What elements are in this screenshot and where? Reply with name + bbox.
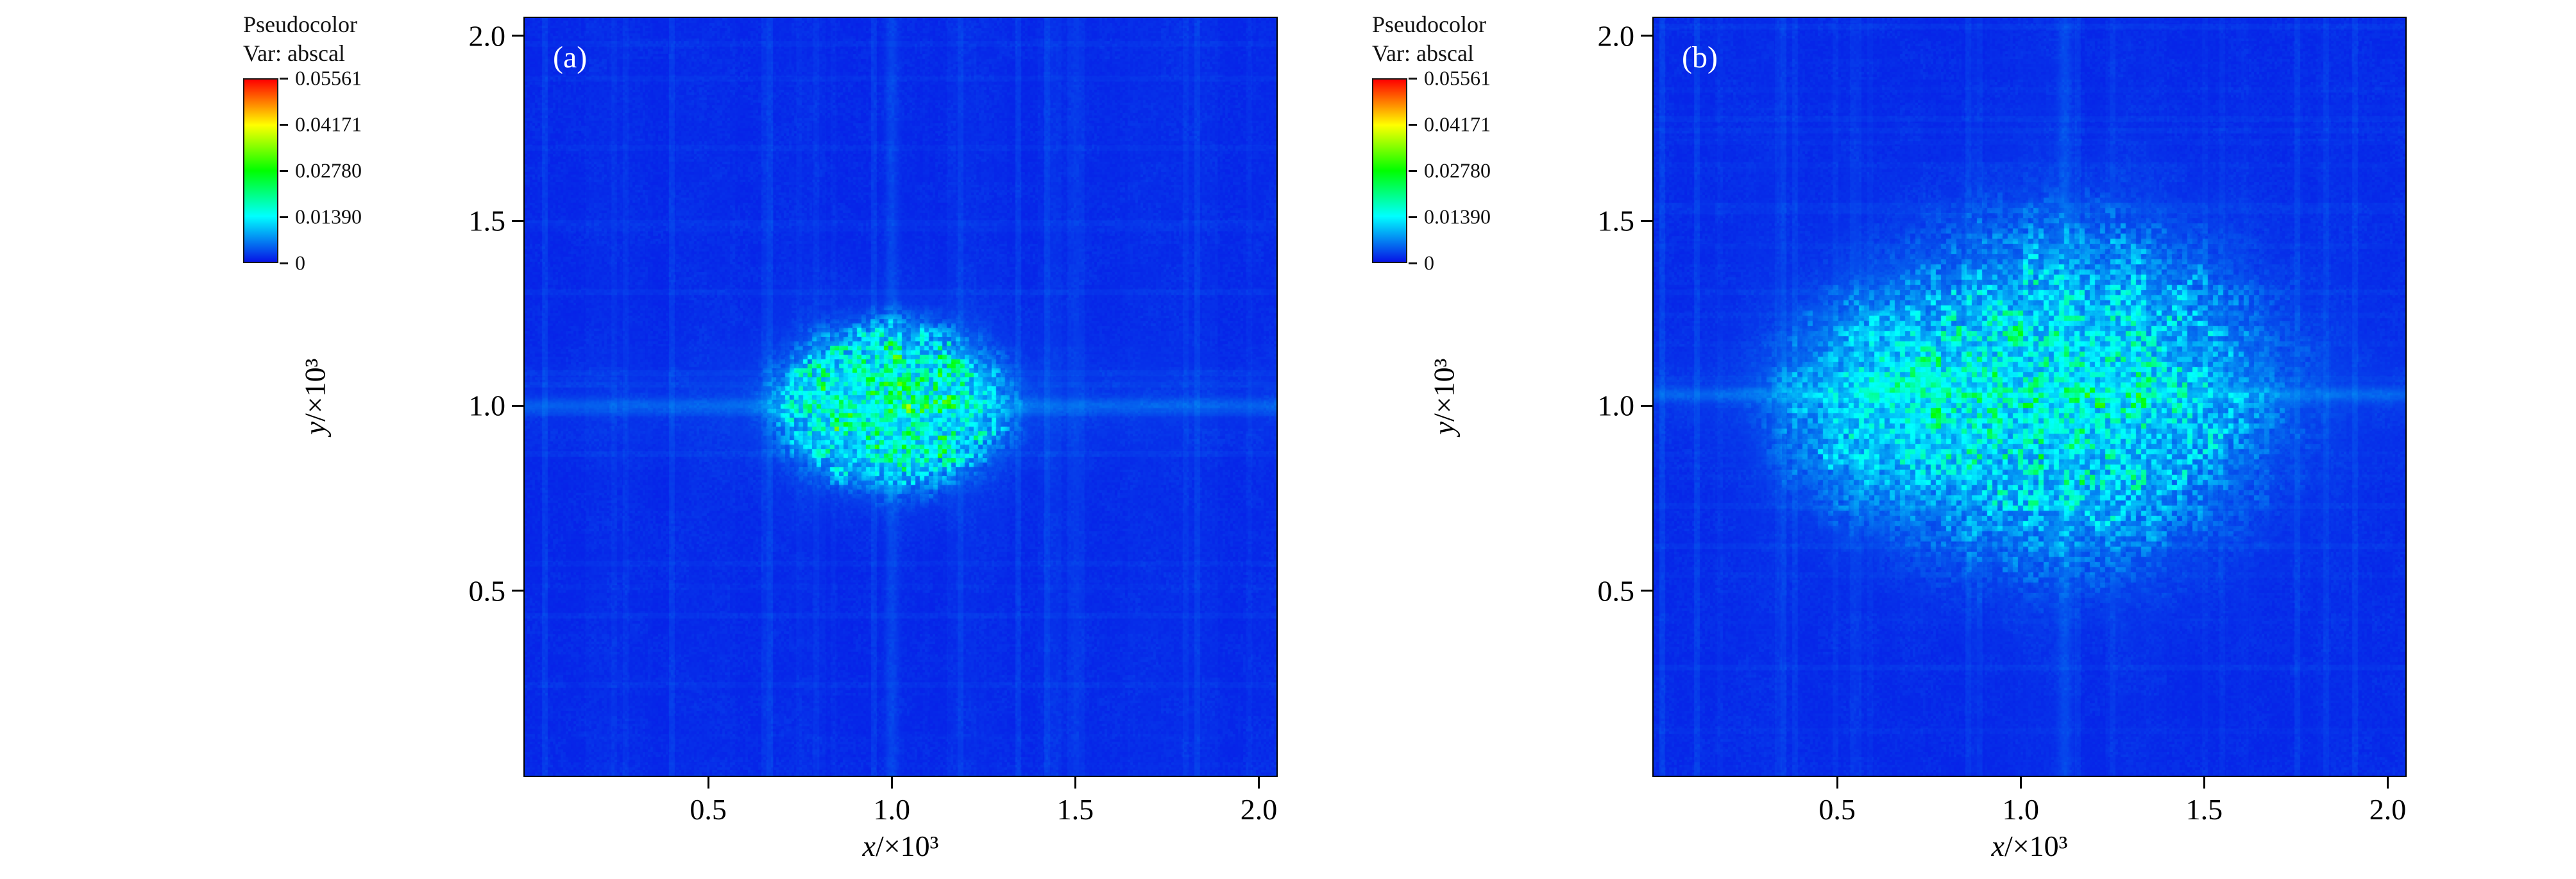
heatmap-canvas bbox=[525, 18, 1276, 776]
colorbar-tick-label: 0.01390 bbox=[1424, 205, 1491, 228]
plot-area: (a) 0.5 1.0 1.5 2.0 0.5 1.0 1.5 2.0 bbox=[469, 17, 1278, 826]
colorbar-tick-label: 0 bbox=[295, 251, 305, 275]
colorbar-tick-mark bbox=[1409, 170, 1417, 172]
x-tick-mark bbox=[2203, 777, 2205, 789]
x-tick-label: 0.5 bbox=[690, 793, 727, 826]
colorbar-tick-label: 0.05561 bbox=[1424, 66, 1491, 90]
y-tick-mark bbox=[1641, 35, 1652, 37]
x-tick-label: 1.5 bbox=[1056, 793, 1094, 826]
x-tick-label: 2.0 bbox=[1240, 793, 1278, 826]
heatmap-canvas bbox=[1654, 18, 2405, 776]
colorbar-legend: Pseudocolor Var: abscal 0.05561 0.04171 0.… bbox=[243, 10, 362, 275]
y-axis-label-units: /×10³ bbox=[1427, 358, 1461, 422]
colorbar-tick-label: 0.02780 bbox=[295, 158, 362, 182]
x-axis-label-variable: x bbox=[862, 830, 876, 862]
y-tick-mark bbox=[1641, 590, 1652, 592]
y-tick-label: 0.5 bbox=[1597, 574, 1635, 608]
x-tick-label: 1.5 bbox=[2185, 793, 2223, 826]
colorbar: 0.05561 0.04171 0.02780 0.01390 0 bbox=[243, 67, 362, 275]
colorbar-tick-mark bbox=[280, 124, 288, 126]
colorbar-tick-labels: 0.05561 0.04171 0.02780 0.01390 0 bbox=[280, 67, 434, 275]
colorbar-tick-label: 0.02780 bbox=[1424, 158, 1491, 182]
colorbar-tick-label: 0.04171 bbox=[295, 112, 362, 136]
x-tick-mark bbox=[2019, 777, 2022, 789]
y-tick-label: 2.0 bbox=[1597, 19, 1635, 53]
colorbar-tick-mark bbox=[1409, 262, 1417, 264]
x-axis-label-units: /×10³ bbox=[2004, 830, 2068, 862]
y-tick-label: 2.0 bbox=[468, 19, 506, 53]
x-axis-label-variable: x bbox=[1991, 830, 2004, 862]
colorbar-tick-label: 0.05561 bbox=[295, 66, 362, 90]
colorbar-tick-mark bbox=[280, 262, 288, 264]
y-tick-mark bbox=[512, 35, 523, 37]
colorbar-tick-label: 0.04171 bbox=[1424, 112, 1491, 136]
plot-area: (b) 0.5 1.0 1.5 2.0 0.5 1.0 1.5 2.0 bbox=[1598, 17, 2407, 826]
x-tick-mark bbox=[890, 777, 893, 789]
x-tick-label: 1.0 bbox=[2002, 793, 2040, 826]
y-axis-label-variable: y bbox=[298, 422, 332, 435]
colorbar-tick-mark bbox=[280, 170, 288, 172]
colorbar-tick-mark bbox=[1409, 124, 1417, 126]
x-axis-label: x/×10³ bbox=[1992, 829, 2068, 863]
colorbar-tick-mark bbox=[1409, 78, 1417, 80]
x-axis-label-units: /×10³ bbox=[875, 830, 939, 862]
legend-variable: Var: abscal bbox=[1372, 40, 1474, 66]
y-tick-label: 1.0 bbox=[468, 389, 506, 422]
colorbar-tick-label: 0.01390 bbox=[295, 205, 362, 228]
colorbar-legend: Pseudocolor Var: abscal 0.05561 0.04171 0.… bbox=[1372, 10, 1491, 275]
y-tick-label: 0.5 bbox=[468, 574, 506, 608]
x-tick-mark bbox=[2387, 777, 2389, 789]
y-tick-mark bbox=[512, 590, 523, 592]
x-axis-label: x/×10³ bbox=[863, 829, 939, 863]
x-tick-label: 1.0 bbox=[873, 793, 911, 826]
colorbar-tick-labels: 0.05561 0.04171 0.02780 0.01390 0 bbox=[1409, 67, 1563, 275]
panel-b: Pseudocolor Var: abscal 0.05561 0.04171 0.… bbox=[1129, 0, 2417, 879]
x-tick-mark bbox=[1836, 777, 1838, 789]
y-axis-label-variable: y bbox=[1427, 422, 1461, 435]
x-tick-label: 2.0 bbox=[2369, 793, 2407, 826]
x-tick-mark bbox=[1074, 777, 1076, 789]
x-tick-mark bbox=[1258, 777, 1260, 789]
panel-a: Pseudocolor Var: abscal 0.05561 0.04171 0.… bbox=[243, 10, 1278, 863]
y-axis-label: y/×10³ bbox=[298, 359, 332, 435]
y-tick-label: 1.5 bbox=[1597, 204, 1635, 237]
colorbar-gradient bbox=[1372, 78, 1407, 263]
panel-label: (b) bbox=[1682, 40, 1718, 74]
colorbar-gradient bbox=[243, 78, 278, 263]
y-tick-mark bbox=[512, 404, 523, 407]
y-tick-mark bbox=[1641, 219, 1652, 222]
colorbar-tick-mark bbox=[280, 216, 288, 218]
y-tick-label: 1.0 bbox=[1597, 389, 1635, 422]
legend-title: Pseudocolor bbox=[243, 12, 357, 37]
legend-title: Pseudocolor bbox=[1372, 12, 1486, 37]
colorbar-tick-mark bbox=[280, 78, 288, 80]
y-axis-label-units: /×10³ bbox=[298, 358, 332, 422]
x-tick-mark bbox=[707, 777, 709, 789]
y-tick-mark bbox=[512, 219, 523, 222]
legend-variable: Var: abscal bbox=[243, 40, 345, 66]
y-axis-label: y/×10³ bbox=[1427, 359, 1461, 435]
colorbar: 0.05561 0.04171 0.02780 0.01390 0 bbox=[1372, 67, 1491, 275]
y-tick-mark bbox=[1641, 404, 1652, 407]
panel-label: (a) bbox=[553, 40, 588, 74]
y-tick-label: 1.5 bbox=[468, 204, 506, 237]
x-tick-label: 0.5 bbox=[1818, 793, 1856, 826]
colorbar-tick-label: 0 bbox=[1424, 251, 1434, 275]
colorbar-tick-mark bbox=[1409, 216, 1417, 218]
